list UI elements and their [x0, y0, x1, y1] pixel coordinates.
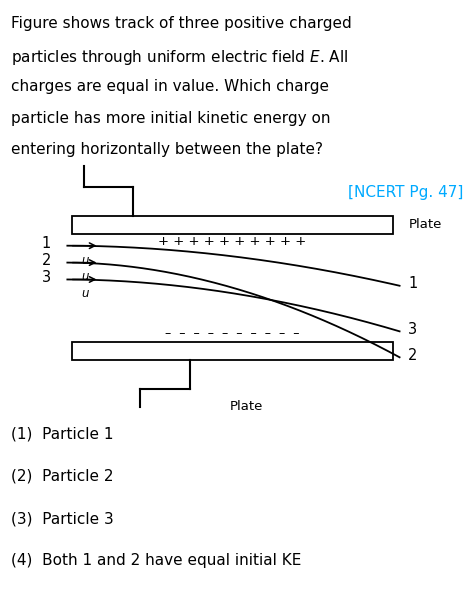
Text: particle has more initial kinetic energy on: particle has more initial kinetic energy…: [11, 110, 330, 125]
Text: 3: 3: [42, 270, 51, 285]
Text: (2)  Particle 2: (2) Particle 2: [11, 469, 113, 484]
Text: 2: 2: [41, 253, 51, 268]
Text: (1)  Particle 1: (1) Particle 1: [11, 427, 113, 442]
Text: 2: 2: [408, 348, 418, 363]
Text: + + + + + + + + + +: + + + + + + + + + +: [158, 236, 306, 248]
Text: Plate: Plate: [230, 399, 263, 413]
Text: 3: 3: [408, 322, 417, 337]
Bar: [72, 342, 392, 361]
Text: 1: 1: [408, 276, 417, 291]
Text: charges are equal in value. Which charge: charges are equal in value. Which charge: [11, 79, 329, 94]
Text: (4)  Both 1 and 2 have equal initial KE: (4) Both 1 and 2 have equal initial KE: [11, 553, 301, 568]
Text: –  –  –  –  –  –  –  –  –  –: – – – – – – – – – –: [165, 327, 300, 341]
Text: entering horizontally between the plate?: entering horizontally between the plate?: [11, 142, 323, 157]
Text: $u$: $u$: [81, 270, 90, 284]
Text: 1: 1: [42, 236, 51, 251]
Text: [NCERT Pg. 47]: [NCERT Pg. 47]: [348, 185, 463, 201]
Text: (3)  Particle 3: (3) Particle 3: [11, 511, 114, 526]
Text: $u$: $u$: [81, 253, 90, 267]
Text: particles through uniform electric field $E$. All: particles through uniform electric field…: [11, 48, 348, 67]
Text: Plate: Plate: [409, 218, 442, 231]
Bar: [72, 216, 392, 234]
Text: $u$: $u$: [81, 287, 90, 301]
Text: Figure shows track of three positive charged: Figure shows track of three positive cha…: [11, 16, 352, 32]
